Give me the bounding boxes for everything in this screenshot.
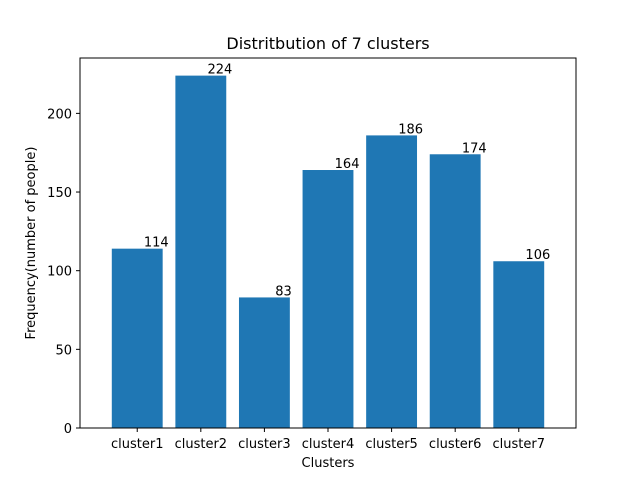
x-tick-label: cluster6 bbox=[429, 437, 481, 452]
x-tick-label: cluster2 bbox=[175, 437, 227, 452]
data-label-cluster1: 114 bbox=[144, 236, 169, 251]
bar-cluster5 bbox=[366, 135, 418, 429]
x-axis-label: Clusters bbox=[302, 456, 355, 471]
bar-cluster1 bbox=[111, 248, 163, 428]
bar-cluster6 bbox=[429, 154, 481, 428]
bar-cluster4 bbox=[302, 170, 354, 428]
y-tick-label: 150 bbox=[47, 186, 72, 201]
bars-group: 114 224 83 164 186 174 106 bbox=[111, 63, 550, 429]
bar-cluster3 bbox=[238, 297, 290, 428]
x-tick-label: cluster3 bbox=[238, 437, 290, 452]
x-axis-ticks: cluster1 cluster2 cluster3 cluster4 cluster5… bbox=[111, 428, 545, 452]
data-label-cluster4: 164 bbox=[335, 157, 360, 172]
x-tick-label: cluster1 bbox=[111, 437, 163, 452]
y-axis-ticks: 0 50 100 150 200 bbox=[47, 107, 80, 437]
x-tick-label: cluster5 bbox=[365, 437, 417, 452]
bar-cluster2 bbox=[175, 75, 227, 428]
plot-frame bbox=[79, 57, 577, 429]
x-tick-label: cluster7 bbox=[493, 437, 545, 452]
data-label-cluster2: 224 bbox=[207, 63, 232, 78]
y-axis-label: Frequency(number of people) bbox=[24, 147, 39, 340]
bar-cluster7 bbox=[493, 261, 545, 428]
data-label-cluster7: 106 bbox=[525, 248, 550, 263]
data-label-cluster3: 83 bbox=[275, 284, 292, 299]
y-tick-label: 100 bbox=[47, 265, 72, 280]
x-tick-label: cluster4 bbox=[302, 437, 354, 452]
y-tick-label: 0 bbox=[64, 422, 72, 437]
chart-title: Distritbution of 7 clusters bbox=[226, 34, 429, 53]
y-tick-label: 200 bbox=[47, 107, 72, 122]
data-label-cluster5: 186 bbox=[398, 122, 423, 137]
y-tick-label: 50 bbox=[55, 343, 72, 358]
data-label-cluster6: 174 bbox=[462, 141, 487, 156]
